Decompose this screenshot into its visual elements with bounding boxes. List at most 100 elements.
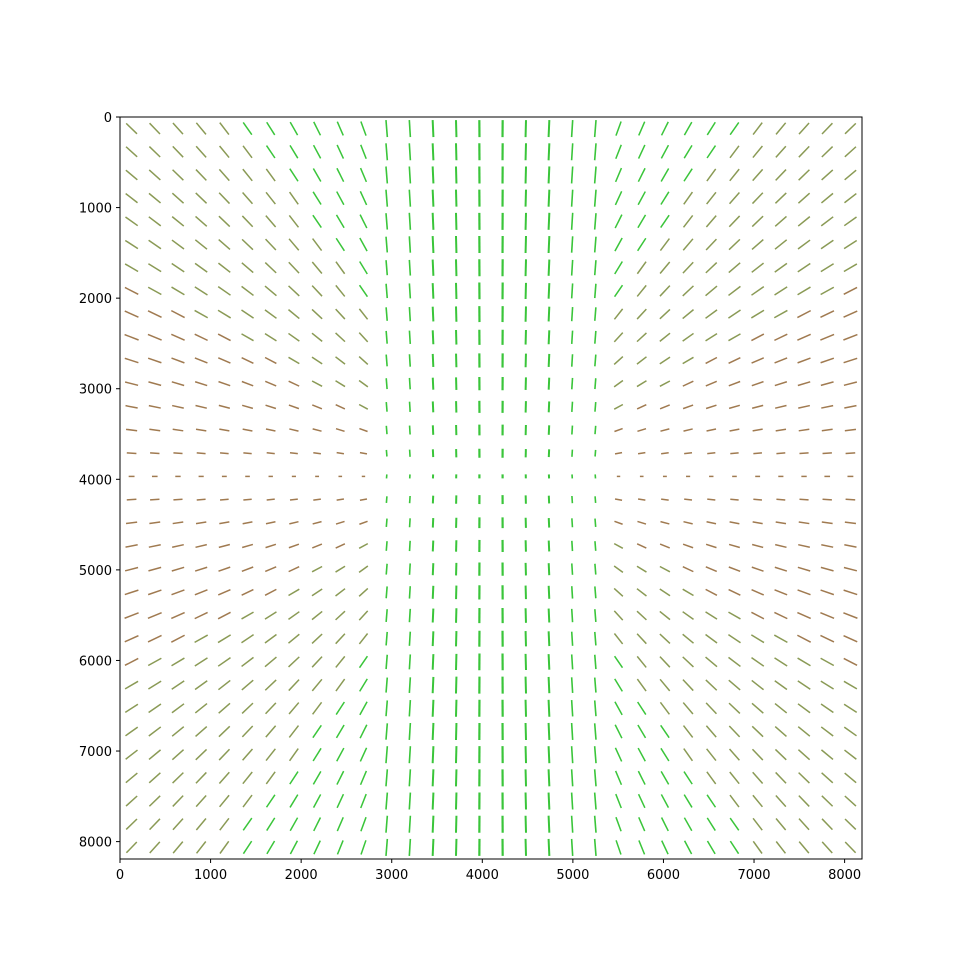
field-segment xyxy=(124,310,139,318)
field-segment xyxy=(774,262,788,273)
field-segment xyxy=(844,169,857,181)
field-segment xyxy=(264,380,277,387)
field-segment xyxy=(289,794,299,808)
field-segment xyxy=(264,309,277,319)
field-segment xyxy=(753,452,763,455)
field-segment xyxy=(312,214,322,228)
field-segment xyxy=(265,238,277,251)
field-segment xyxy=(706,840,716,855)
field-segment xyxy=(797,381,811,387)
field-segment xyxy=(706,521,717,525)
field-segment xyxy=(265,702,277,715)
field-segment xyxy=(358,587,369,597)
field-segment xyxy=(217,679,231,691)
field-segment xyxy=(751,725,764,738)
field-segment xyxy=(265,771,276,785)
field-segment xyxy=(728,333,741,342)
field-segment xyxy=(242,192,254,205)
field-segment xyxy=(171,239,185,250)
field-segment xyxy=(218,748,231,761)
field-segment xyxy=(195,122,207,135)
field-marks xyxy=(124,120,858,856)
field-segment xyxy=(797,192,811,204)
field-segment xyxy=(385,260,389,276)
field-segment xyxy=(613,587,624,597)
field-segment xyxy=(843,612,858,619)
field-segment xyxy=(431,143,435,161)
field-segment xyxy=(843,680,858,690)
field-segment xyxy=(775,817,787,831)
field-segment xyxy=(264,611,277,620)
field-segment xyxy=(218,215,231,228)
field-segment xyxy=(385,700,389,717)
y-tick-label: 5000 xyxy=(79,564,112,579)
field-segment xyxy=(408,259,412,276)
field-segment xyxy=(124,333,139,341)
field-segment xyxy=(288,214,300,228)
field-segment xyxy=(359,427,368,433)
field-segment xyxy=(844,841,857,854)
field-segment xyxy=(264,679,277,691)
field-segment xyxy=(288,261,300,274)
field-segment xyxy=(408,677,412,693)
field-segment xyxy=(752,771,764,784)
field-segment xyxy=(241,356,254,364)
field-segment xyxy=(385,609,388,622)
field-segment xyxy=(359,770,368,786)
field-segment xyxy=(570,586,574,599)
field-segment xyxy=(547,120,551,138)
field-segment xyxy=(288,588,300,597)
field-segment xyxy=(613,308,624,320)
field-segment xyxy=(682,633,694,644)
field-segment xyxy=(172,428,184,432)
field-segment xyxy=(570,189,574,207)
field-segment xyxy=(843,589,858,596)
field-segment xyxy=(431,654,435,670)
field-segment xyxy=(659,633,671,644)
field-segment xyxy=(547,792,551,810)
field-segment xyxy=(821,122,833,135)
y-tick-label: 4000 xyxy=(79,473,112,488)
field-segment xyxy=(682,566,694,573)
field-segment xyxy=(570,631,574,646)
field-segment xyxy=(797,726,811,737)
field-segment xyxy=(776,452,786,455)
field-segment xyxy=(547,236,551,254)
y-tick-label: 2000 xyxy=(79,292,112,307)
field-segment xyxy=(288,285,300,297)
field-segment xyxy=(571,540,574,552)
field-segment xyxy=(683,840,693,855)
field-segment xyxy=(385,746,389,764)
field-segment xyxy=(125,726,139,737)
field-segment xyxy=(195,428,207,432)
field-segment xyxy=(125,216,139,227)
field-segment xyxy=(385,586,388,599)
field-segment xyxy=(217,333,231,342)
field-segment xyxy=(311,565,323,573)
field-segment xyxy=(843,726,857,737)
field-segment xyxy=(615,816,622,832)
field-segment xyxy=(148,726,162,737)
field-segment xyxy=(360,144,367,160)
field-segment xyxy=(820,381,834,387)
field-segment xyxy=(218,192,231,205)
field-segment xyxy=(751,748,764,761)
field-segment xyxy=(751,215,764,228)
field-segment xyxy=(752,521,763,525)
field-segment xyxy=(358,610,369,621)
field-segment xyxy=(613,355,624,365)
field-segment xyxy=(844,521,857,525)
field-segment xyxy=(797,309,812,319)
field-segment xyxy=(148,169,161,181)
field-segment xyxy=(774,381,788,387)
field-segment xyxy=(311,261,323,274)
field-segment xyxy=(797,286,811,296)
field-segment xyxy=(659,238,671,251)
field-segment xyxy=(194,357,208,364)
field-segment xyxy=(360,121,367,136)
field-segment xyxy=(843,216,857,227)
field-segment xyxy=(242,817,253,831)
field-segment xyxy=(593,189,597,207)
field-segment xyxy=(385,166,389,184)
field-segment xyxy=(797,239,811,250)
